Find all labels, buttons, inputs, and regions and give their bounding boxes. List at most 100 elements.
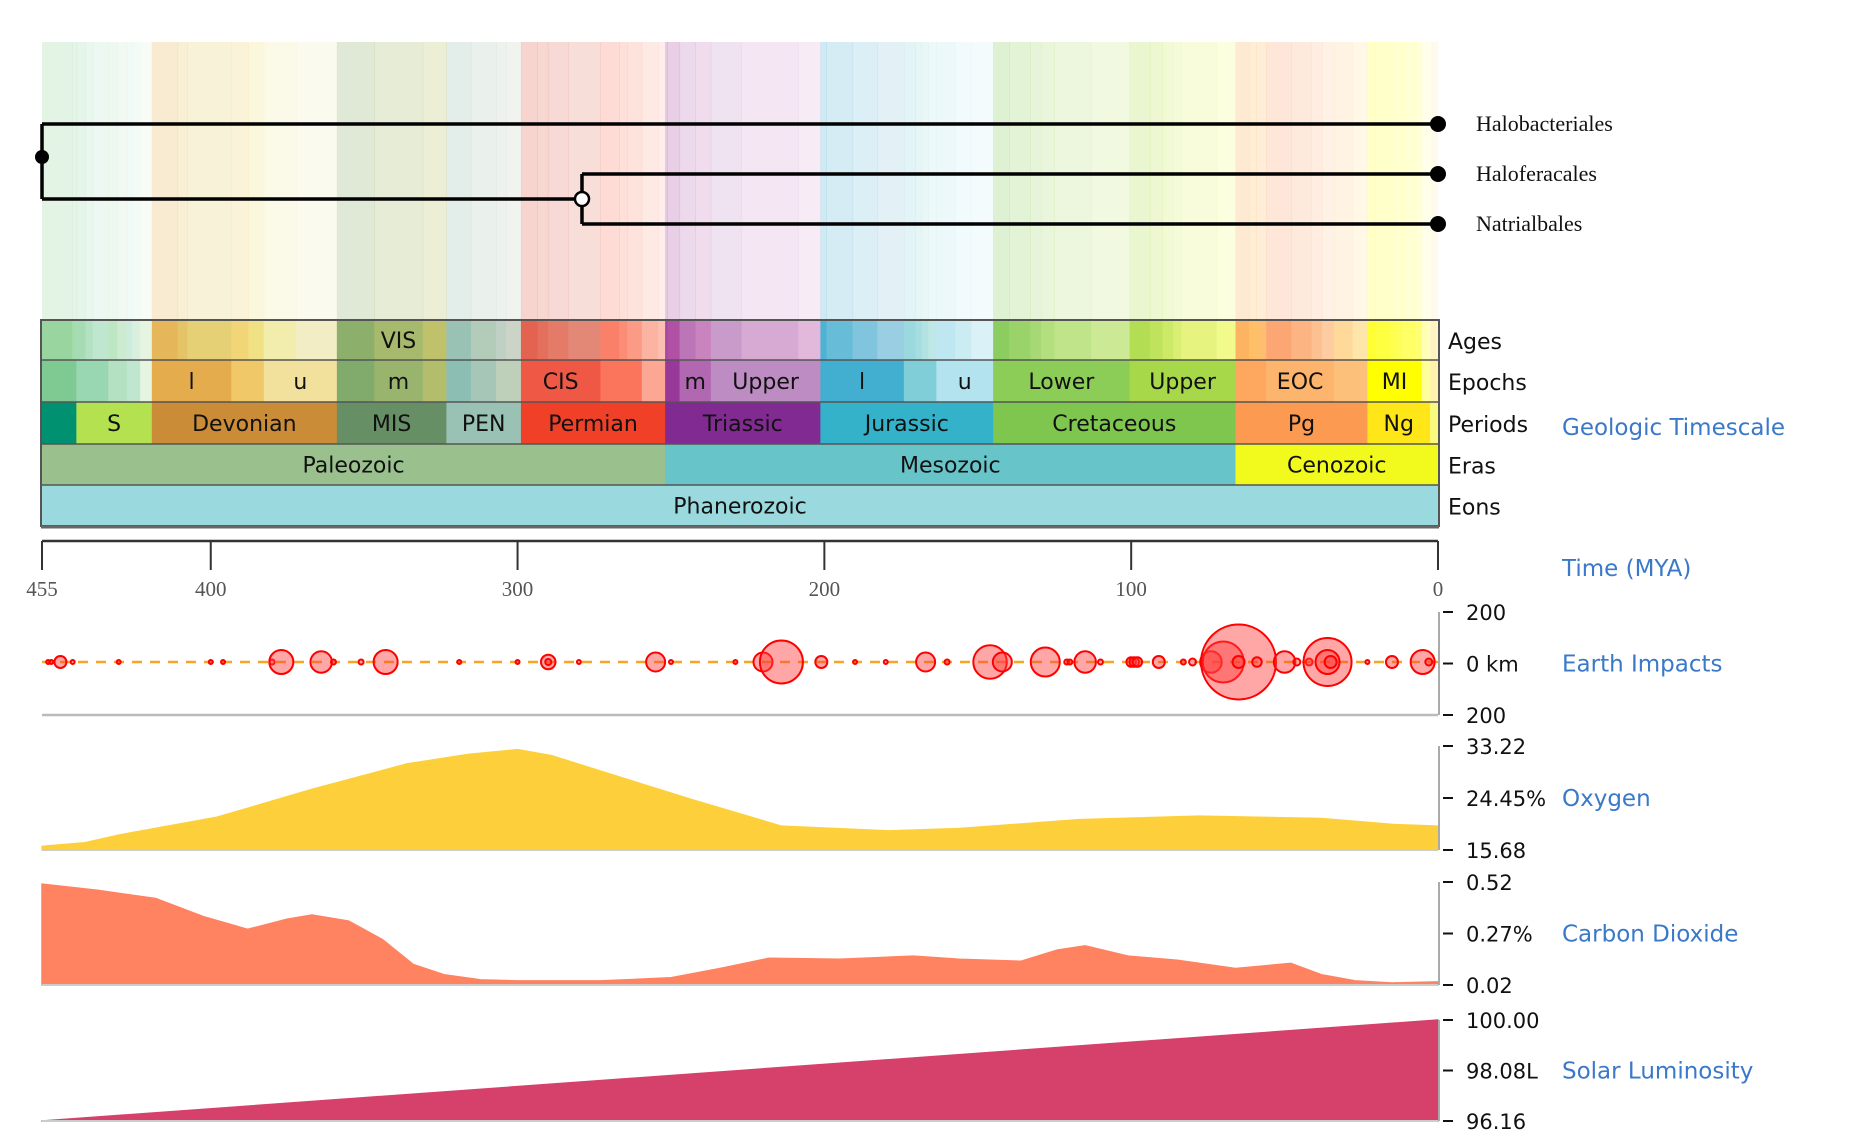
age-segment[interactable]	[877, 320, 905, 360]
epoch-segment[interactable]	[1430, 360, 1439, 402]
impact-crater[interactable]	[69, 659, 76, 665]
age-segment[interactable]	[600, 320, 620, 360]
impact-crater[interactable]	[48, 659, 55, 665]
period-segment[interactable]	[820, 402, 994, 444]
age-segment[interactable]	[1415, 320, 1423, 360]
age-segment[interactable]	[971, 320, 994, 360]
age-segment[interactable]	[665, 320, 668, 360]
impact-crater[interactable]	[456, 659, 463, 665]
impact-crater[interactable]	[1151, 655, 1166, 669]
age-segment[interactable]	[1375, 320, 1390, 360]
age-segment[interactable]	[1395, 320, 1403, 360]
impact-crater[interactable]	[732, 659, 739, 665]
impact-crater[interactable]	[544, 658, 553, 666]
epoch-segment[interactable]	[1266, 360, 1335, 402]
leaf-label[interactable]: Natrialbales	[1476, 211, 1582, 236]
age-segment[interactable]	[955, 320, 972, 360]
age-segment[interactable]	[915, 320, 923, 360]
leaf-node[interactable]	[1430, 216, 1446, 232]
age-segment[interactable]	[627, 320, 643, 360]
impact-crater[interactable]	[207, 659, 214, 665]
impact-crater[interactable]	[1097, 658, 1105, 666]
age-segment[interactable]	[798, 320, 821, 360]
age-segment[interactable]	[422, 320, 447, 360]
age-segment[interactable]	[470, 320, 497, 360]
age-segment[interactable]	[1432, 320, 1437, 360]
epoch-segment[interactable]	[1235, 360, 1267, 402]
impact-crater[interactable]	[1424, 657, 1434, 667]
age-segment[interactable]	[537, 320, 549, 360]
age-segment[interactable]	[928, 320, 937, 360]
impact-crater[interactable]	[1292, 657, 1302, 667]
epoch-segment[interactable]	[496, 360, 522, 402]
impact-crater[interactable]	[1384, 655, 1399, 669]
age-segment[interactable]	[1256, 320, 1267, 360]
age-segment[interactable]	[1291, 320, 1313, 360]
age-segment[interactable]	[117, 320, 128, 360]
leaf-node[interactable]	[1430, 116, 1446, 132]
epoch-segment[interactable]	[1129, 360, 1237, 402]
period-segment[interactable]	[336, 402, 447, 444]
period-segment[interactable]	[993, 402, 1237, 444]
age-segment[interactable]	[506, 320, 522, 360]
impact-crater[interactable]	[115, 659, 122, 665]
age-segment[interactable]	[248, 320, 265, 360]
age-segment[interactable]	[151, 320, 179, 360]
epoch-segment[interactable]	[263, 360, 338, 402]
impact-crater[interactable]	[1073, 650, 1097, 674]
age-segment[interactable]	[1389, 320, 1397, 360]
epoch-segment[interactable]	[993, 360, 1131, 402]
epoch-segment[interactable]	[903, 360, 937, 402]
era-segment[interactable]	[665, 444, 1237, 485]
age-segment[interactable]	[695, 320, 712, 360]
eon-segment[interactable]	[42, 485, 1439, 526]
age-segment[interactable]	[42, 320, 73, 360]
epoch-segment[interactable]	[1333, 360, 1368, 402]
impact-crater[interactable]	[852, 659, 859, 665]
impact-crater[interactable]	[1364, 659, 1371, 665]
impact-crater[interactable]	[758, 639, 804, 685]
epoch-segment[interactable]	[76, 360, 109, 402]
impact-crater[interactable]	[1029, 646, 1061, 678]
age-segment[interactable]	[568, 320, 601, 360]
age-segment[interactable]	[1249, 320, 1257, 360]
epoch-segment[interactable]	[151, 360, 232, 402]
impact-crater[interactable]	[329, 658, 337, 666]
age-segment[interactable]	[140, 320, 153, 360]
age-segment[interactable]	[658, 320, 666, 360]
era-segment[interactable]	[42, 444, 666, 485]
impact-crater[interactable]	[814, 655, 829, 669]
epoch-segment[interactable]	[140, 360, 153, 402]
internal-node[interactable]	[573, 190, 591, 208]
epoch-segment[interactable]	[108, 360, 128, 402]
epoch-segment[interactable]	[446, 360, 472, 402]
age-segment[interactable]	[1235, 320, 1250, 360]
age-segment[interactable]	[679, 320, 697, 360]
impact-crater[interactable]	[1409, 649, 1436, 675]
impact-crater[interactable]	[882, 659, 889, 665]
age-segment[interactable]	[126, 320, 133, 360]
epoch-segment[interactable]	[710, 360, 821, 402]
period-segment[interactable]	[1235, 402, 1368, 444]
impact-crater[interactable]	[514, 659, 521, 665]
epoch-segment[interactable]	[641, 360, 666, 402]
epoch-segment[interactable]	[42, 360, 77, 402]
age-segment[interactable]	[92, 320, 109, 360]
age-segment[interactable]	[1402, 320, 1417, 360]
age-segment[interactable]	[177, 320, 188, 360]
age-segment[interactable]	[1054, 320, 1092, 360]
impact-crater[interactable]	[943, 658, 951, 666]
impact-crater[interactable]	[53, 655, 68, 669]
epoch-segment[interactable]	[126, 360, 141, 402]
impact-crater[interactable]	[1188, 657, 1198, 667]
age-segment[interactable]	[993, 320, 1010, 360]
age-segment[interactable]	[187, 320, 232, 360]
age-segment[interactable]	[820, 320, 828, 360]
epoch-segment[interactable]	[520, 360, 601, 402]
impact-crater[interactable]	[220, 659, 227, 665]
epoch-segment[interactable]	[820, 360, 905, 402]
age-segment[interactable]	[108, 320, 118, 360]
age-segment[interactable]	[72, 320, 77, 360]
impact-crater[interactable]	[575, 659, 582, 665]
age-segment[interactable]	[667, 320, 681, 360]
